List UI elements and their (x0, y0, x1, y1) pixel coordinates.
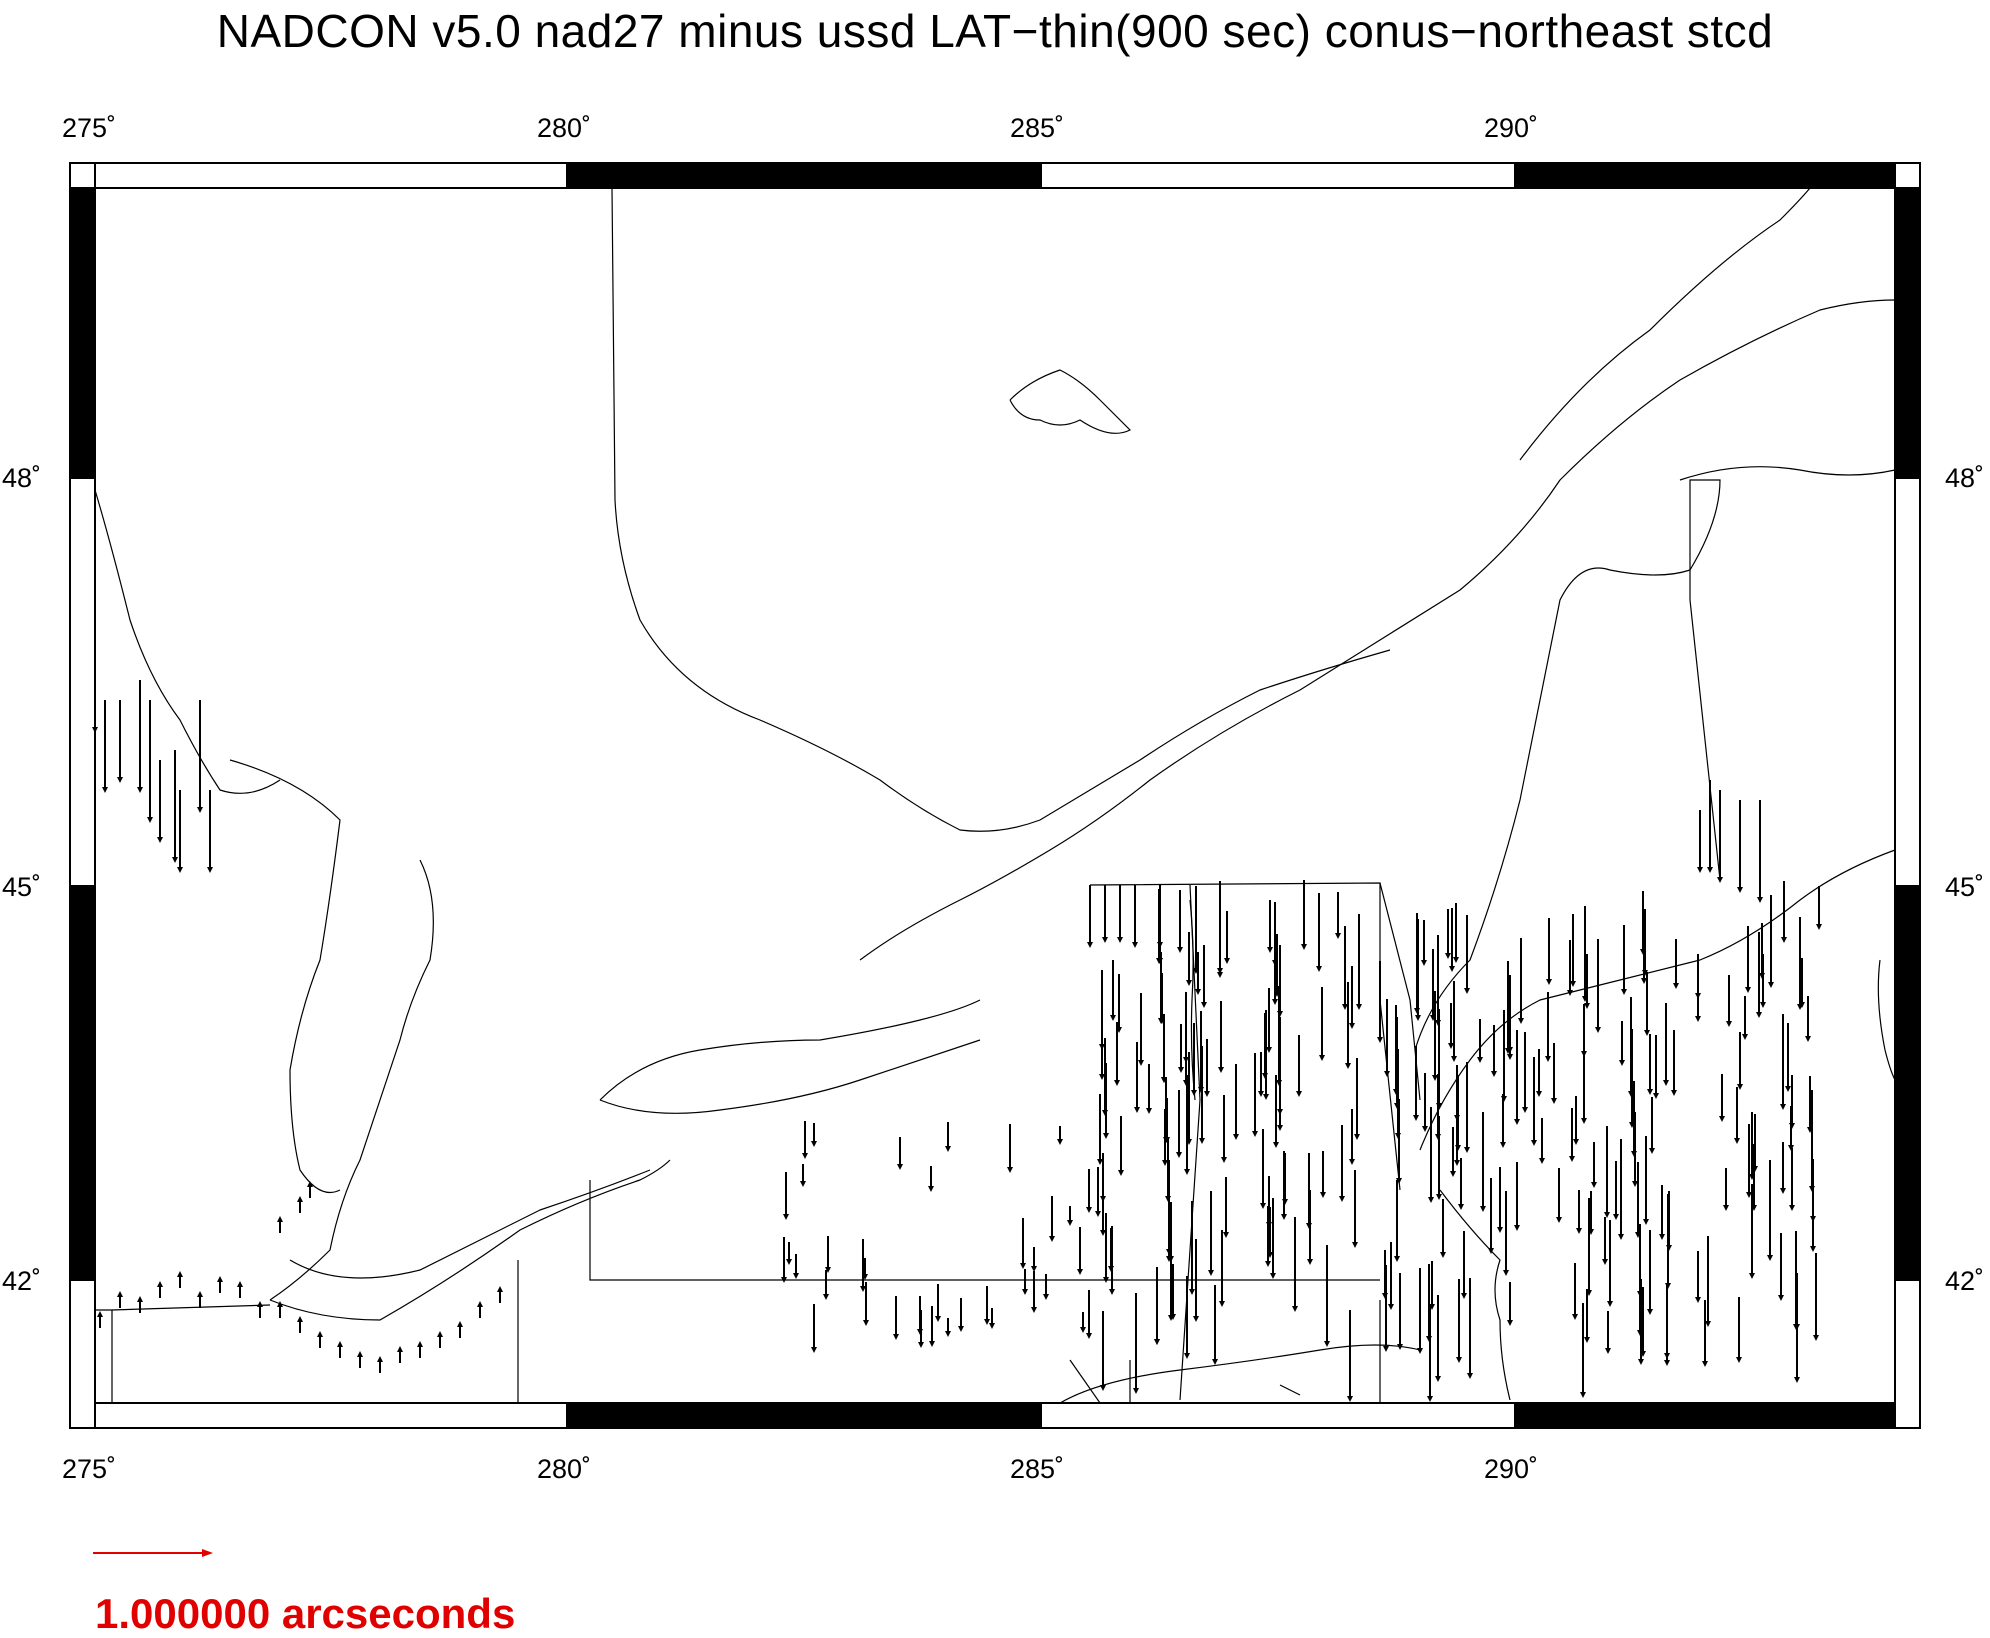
x-tick-label: 290˚ (1484, 113, 1538, 143)
y-tick-label: 42˚ (2, 1266, 41, 1296)
y-tick-label: 45˚ (1945, 872, 1984, 902)
scale-arrow (93, 1549, 213, 1557)
x-tick-labels-bottom: 275˚ 280˚ 285˚ 290˚ (62, 1454, 1538, 1484)
map-frame (69, 162, 1921, 1429)
y-tick-label: 42˚ (1945, 1266, 1984, 1296)
x-tick-label: 285˚ (1010, 1454, 1064, 1484)
y-tick-label: 48˚ (2, 463, 41, 493)
coastlines (94, 187, 1896, 1404)
scale-label: 1.000000 arcseconds (95, 1590, 516, 1637)
map-title: NADCON v5.0 nad27 minus ussd LAT−thin(90… (216, 5, 1774, 57)
x-tick-label: 290˚ (1484, 1454, 1538, 1484)
y-tick-labels-left: 48˚ 45˚ 42˚ (2, 463, 41, 1296)
x-tick-label: 285˚ (1010, 113, 1064, 143)
y-tick-label: 45˚ (2, 872, 41, 902)
map-area (94, 187, 1896, 1404)
x-tick-labels-top: 275˚ 280˚ 285˚ 290˚ (62, 113, 1538, 143)
y-tick-labels-right: 48˚ 45˚ 42˚ (1945, 463, 1984, 1296)
x-tick-label: 275˚ (62, 1454, 116, 1484)
y-tick-label: 48˚ (1945, 463, 1984, 493)
x-tick-label: 280˚ (537, 1454, 591, 1484)
x-tick-label: 275˚ (62, 113, 116, 143)
x-tick-label: 280˚ (537, 113, 591, 143)
vector-field (92, 650, 1822, 1402)
